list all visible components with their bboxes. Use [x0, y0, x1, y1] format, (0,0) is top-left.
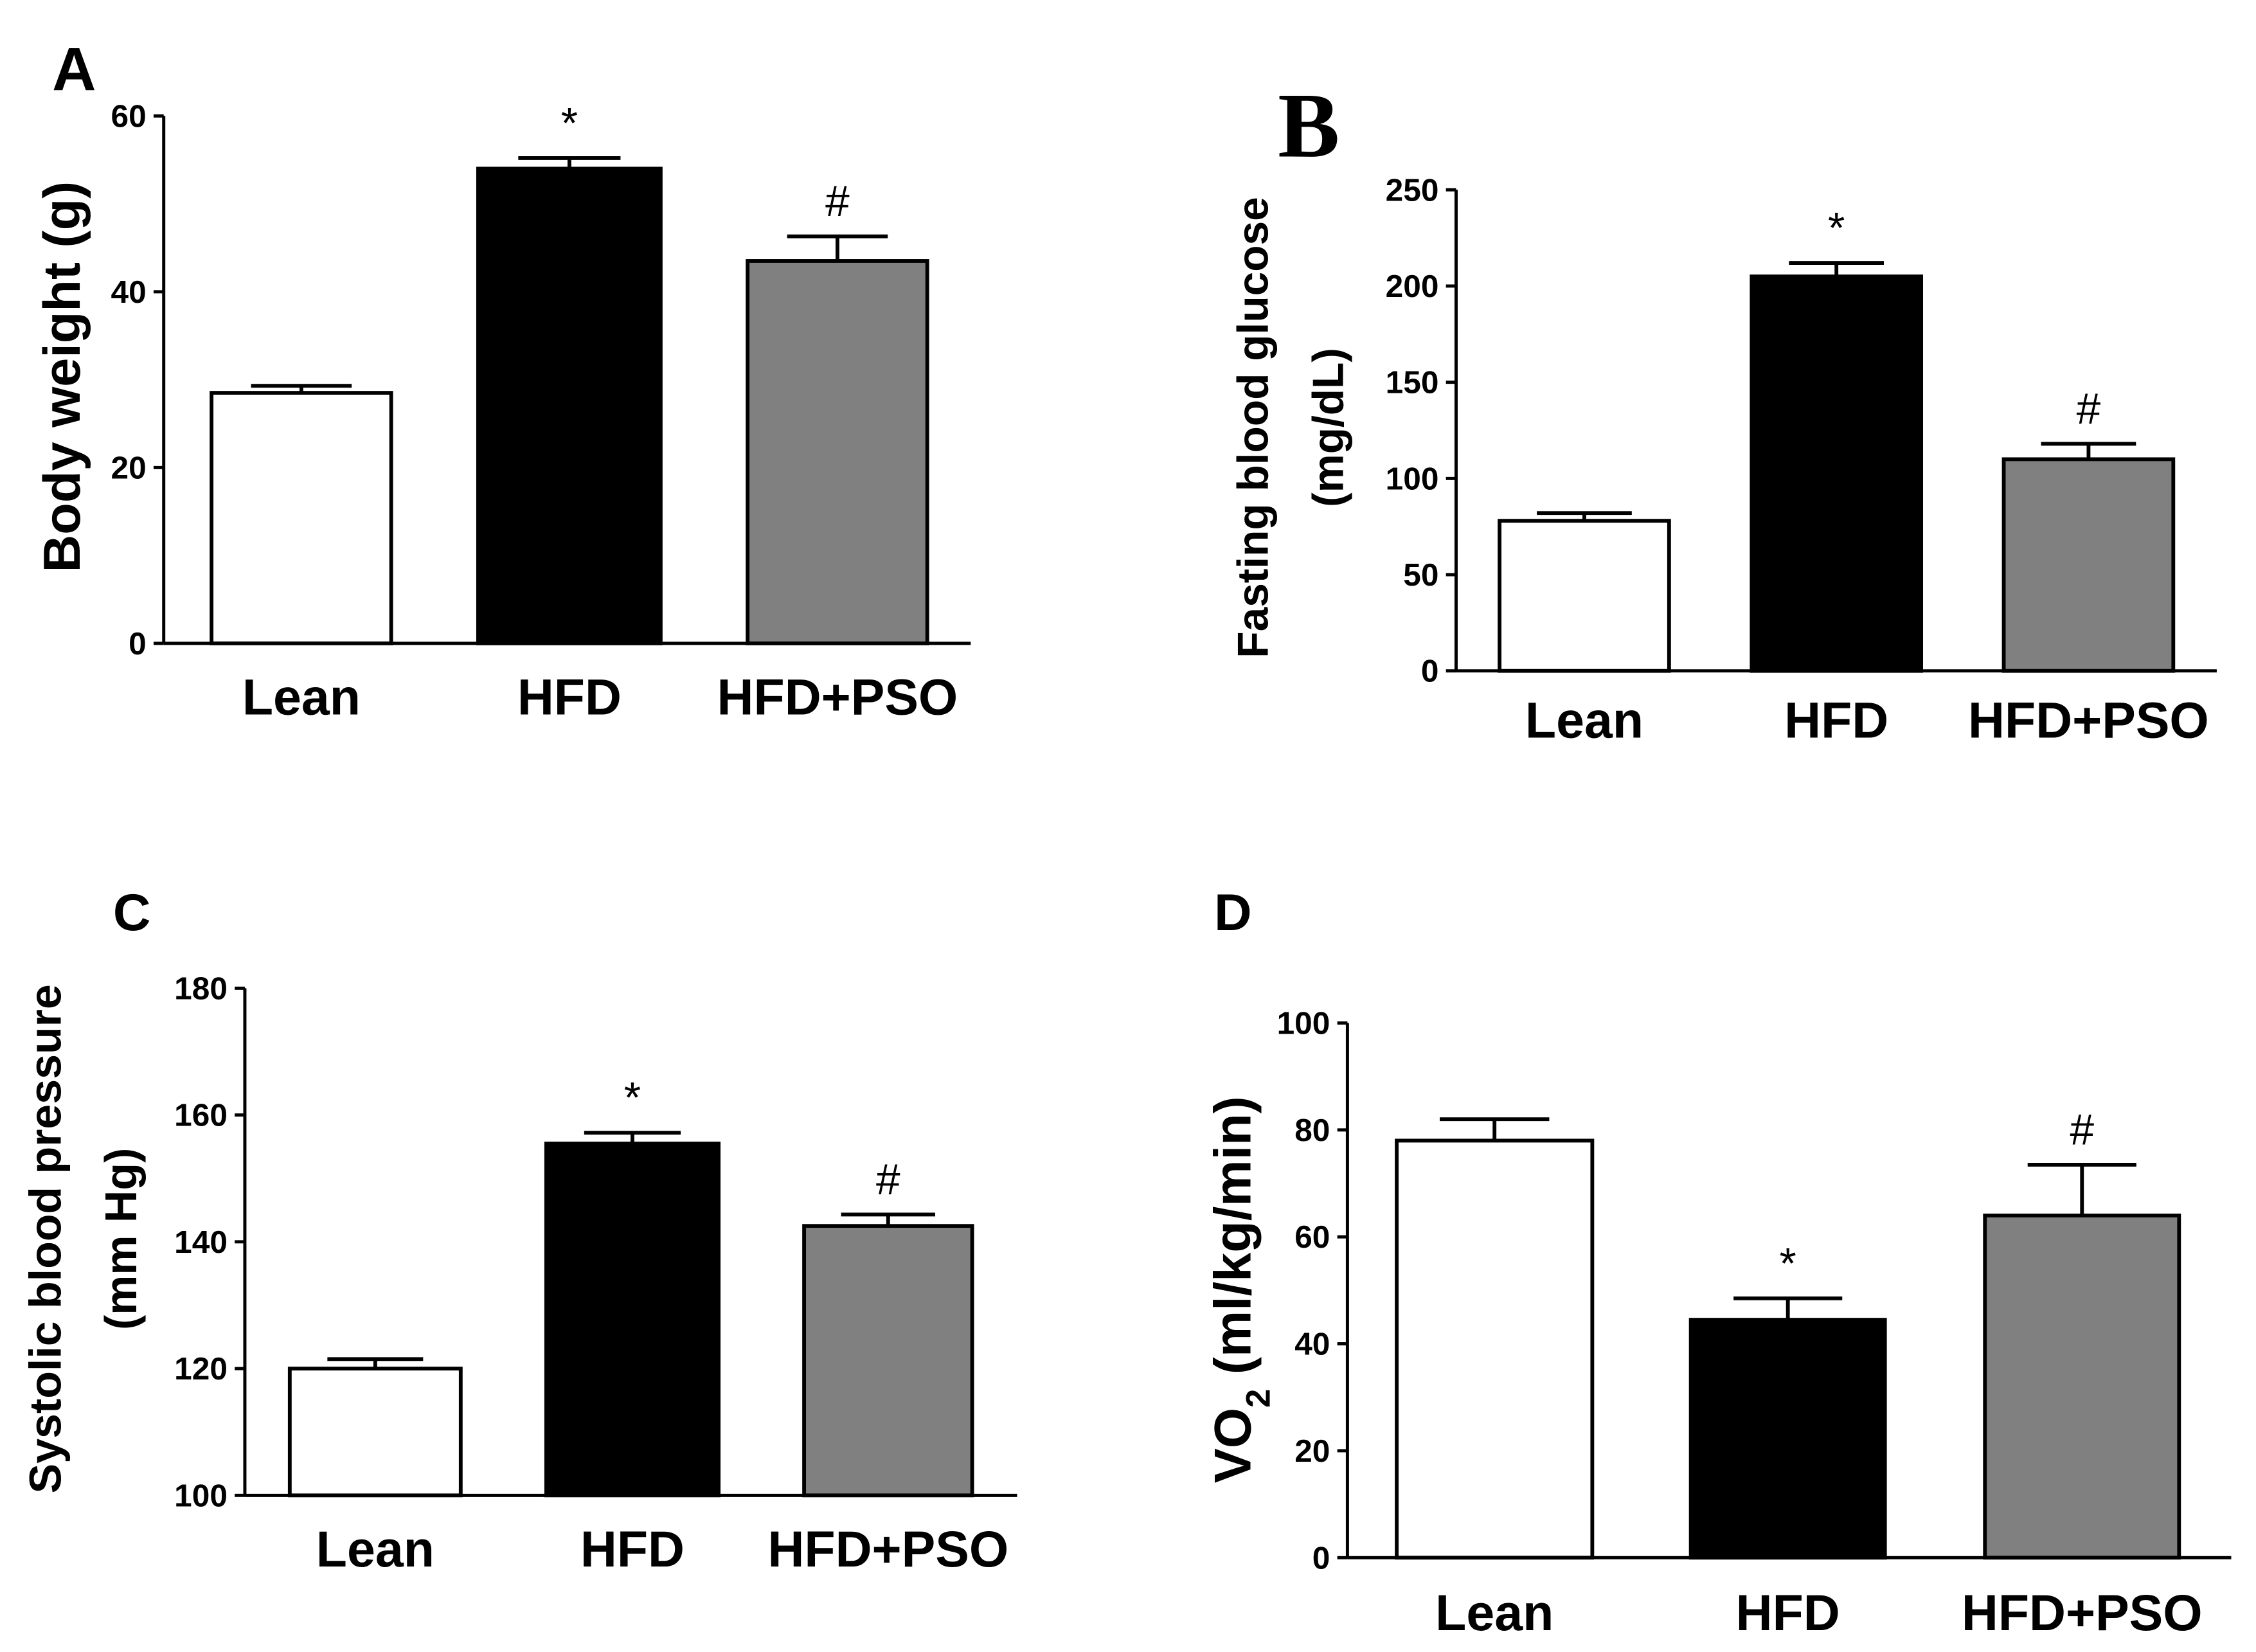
y-axis-title-line: (mm Hg): [96, 1148, 146, 1330]
significance-star: *: [561, 99, 578, 147]
y-axis-title: VO2 (ml/kg/min): [1204, 1096, 1277, 1483]
significance-hash: #: [876, 1156, 900, 1204]
y-tick-label: 60: [1294, 1219, 1330, 1255]
y-tick-label: 100: [1277, 1005, 1330, 1041]
bar: [544, 1142, 721, 1498]
category-label: Lean: [316, 1521, 434, 1577]
category-label: HFD+PSO: [1962, 1585, 2203, 1641]
significance-hash: #: [2070, 1106, 2094, 1154]
category-label: HFD: [1784, 692, 1888, 748]
bar: [1395, 1138, 1595, 1560]
significance-hash: #: [825, 177, 850, 226]
significance-star: *: [1828, 204, 1845, 252]
bar: [287, 1367, 463, 1498]
y-axis-title-subscript: 2: [1239, 1389, 1277, 1408]
y-tick-label: 0: [1421, 653, 1439, 689]
category-label: HFD+PSO: [767, 1521, 1008, 1577]
panel-c: 100 120 140 160 180 Lean * HFD # HFD+PSO Systolic …: [21, 884, 1017, 1577]
y-tick-label: 200: [1386, 268, 1439, 304]
bar: [1688, 1318, 1887, 1560]
y-tick-label: 40: [1294, 1326, 1330, 1362]
y-axis-title: Systolic blood pressure (mm Hg): [21, 984, 146, 1493]
y-axis-title-units: (ml/kg/min): [1204, 1096, 1262, 1388]
bar: [476, 166, 663, 645]
bar: [2001, 457, 2176, 673]
category-label: Lean: [1435, 1585, 1553, 1641]
y-axis-title: Fasting blood glucose (mg/dL): [1229, 197, 1352, 658]
panel-a: 0 20 40 60 Lean * HFD # HFD+PSO Body weight (g) A: [33, 35, 971, 725]
y-tick-label: 0: [129, 625, 147, 661]
bar: [802, 1224, 974, 1498]
y-axis-title-line: Fasting blood glucose: [1229, 197, 1277, 658]
category-label: HFD: [580, 1521, 685, 1577]
y-tick-label: 80: [1294, 1112, 1330, 1148]
category-label: HFD: [1736, 1585, 1840, 1641]
y-tick-label: 120: [174, 1351, 228, 1387]
panel-label: D: [1214, 884, 1252, 942]
y-tick-label: 0: [1312, 1540, 1330, 1576]
y-tick-label: 140: [174, 1224, 228, 1260]
bar: [1750, 274, 1923, 673]
significance-hash: #: [2077, 385, 2101, 433]
category-label: Lean: [242, 669, 361, 725]
category-label: HFD: [517, 669, 622, 725]
y-tick-label: 100: [174, 1477, 228, 1513]
category-label: HFD+PSO: [717, 669, 958, 725]
y-tick-label: 160: [174, 1097, 228, 1133]
bar: [746, 259, 929, 645]
y-tick-label: 180: [174, 970, 228, 1006]
y-tick-label: 150: [1386, 364, 1439, 400]
y-axis-title: Body weight (g): [33, 181, 91, 572]
panel-d: 0 20 40 60 80 100 Lean * HFD # HFD+PSO VO2 (ml/kg/m…: [1204, 884, 2232, 1641]
y-tick-label: 100: [1386, 460, 1439, 496]
panel-label: C: [113, 884, 151, 942]
bar: [1983, 1213, 2181, 1560]
bar: [1498, 519, 1671, 673]
y-tick-label: 50: [1403, 557, 1438, 593]
bar: [210, 391, 393, 645]
y-tick-label: 20: [1294, 1433, 1330, 1469]
significance-star: *: [1780, 1239, 1796, 1288]
y-axis-title-main: VO: [1204, 1408, 1262, 1483]
category-label: HFD+PSO: [1968, 692, 2209, 748]
y-axis-title-line: (mg/dL): [1305, 348, 1353, 507]
panel-b: 0 50 100 150 200 250 Lean * HFD # HFD+PSO Fasting b…: [1229, 74, 2217, 748]
y-tick-label: 60: [111, 98, 147, 134]
significance-star: *: [624, 1074, 641, 1122]
y-tick-label: 20: [111, 449, 147, 485]
category-label: Lean: [1525, 692, 1643, 748]
y-tick-label: 250: [1386, 172, 1439, 208]
y-axis-title-line: Systolic blood pressure: [21, 984, 71, 1493]
panel-label: B: [1278, 74, 1339, 177]
y-tick-label: 40: [111, 274, 147, 310]
panel-label: A: [52, 35, 96, 103]
